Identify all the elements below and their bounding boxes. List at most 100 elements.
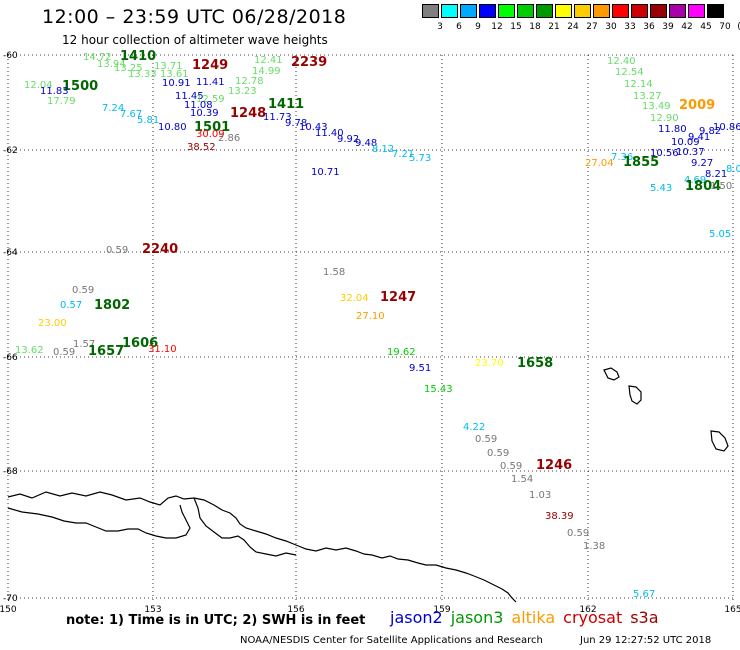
legend-swatch [669,4,686,18]
wave-height-label: 12.40 [607,56,636,67]
legend-swatch [612,4,629,18]
coastline [7,367,729,603]
wave-height-label: 11.73 [263,112,292,123]
wave-height-label: 1.50 [710,181,732,192]
legend-label: 27 [586,22,598,32]
legend-label: 15 [510,22,522,32]
wave-height-label: 1.54 [511,474,533,485]
legend-label: 45 [700,22,712,32]
wave-height-label: 1.03 [529,490,551,501]
wave-height-label: 23.70 [475,358,504,369]
wave-height-label: 4.69 [684,175,706,186]
legend-label: 33 [624,22,636,32]
wave-height-label: 7.21 [392,149,414,160]
wave-height-label: 10.56 [650,148,679,159]
wave-height-label: 2.86 [218,133,240,144]
observation-time-label: 1411 [268,97,304,112]
wave-height-label: 13.71 [154,61,183,72]
wave-height-label: 10.91 [162,78,191,89]
wave-height-label: 15.43 [424,384,453,395]
wave-height-label: 0.59 [500,461,522,472]
wave-height-label: 11.41 [196,77,225,88]
wave-height-label: 14.72 [83,52,112,63]
wave-height-label: 5.81 [137,115,159,126]
lat-label: -68 [3,467,18,477]
wave-height-label: 10.43 [299,122,328,133]
observation-time-label: 2239 [291,55,327,70]
wave-height-label: 11.80 [658,124,687,135]
wave-height-label: 0.59 [53,347,75,358]
legend-label: 24 [567,22,579,32]
wave-height-label: 7.67 [120,109,142,120]
lat-label: -70 [3,594,18,604]
legend-label: 18 [529,22,541,32]
wave-height-label: 8.21 [705,169,727,180]
wave-height-label: 5.43 [650,183,672,194]
satellite-name: cryosat [563,608,623,627]
wave-height-label: 13.94 [97,59,126,70]
observation-time-label: 2240 [142,242,178,257]
observation-time-label: 1249 [192,58,228,73]
wave-height-label: 0.59 [487,448,509,459]
antarctic-coastline [7,491,517,603]
wave-height-label: 5.05 [709,229,731,240]
wave-height-label: 11.40 [315,128,344,139]
wave-height-label: 12.04 [24,80,53,91]
observation-time-label: 1802 [94,298,130,313]
wave-height-label: 9.78 [285,118,307,129]
wave-height-label: 12.78 [235,76,264,87]
wave-height-label: 13.33 [128,69,157,80]
wave-height-label: 11.45 [175,91,204,102]
legend-swatch [593,4,610,18]
observation-time-label: 1606 [122,336,158,351]
legend-swatch [707,4,724,18]
satellite-legend: jason2 jason3 altika cryosat s3a [390,608,667,627]
lat-label: -64 [3,248,18,258]
observation-time-label: 1500 [62,79,98,94]
coastal-inlet [193,497,297,557]
wave-height-label: 9.92 [337,134,359,145]
legend-label: 42 [681,22,693,32]
wave-height-label: 11.83 [40,86,69,97]
wave-height-label: 0.59 [106,245,128,256]
wave-height-label: 32.04 [340,293,369,304]
satellite-name: altika [511,608,556,627]
legend-label: 70 [719,22,731,32]
coastal-peninsula [7,504,191,539]
wave-height-label: 9.41 [688,132,710,143]
wave-height-label: 5.73 [409,153,431,164]
wave-height-label: 0.59 [475,434,497,445]
legend-label: 21 [548,22,560,32]
lon-label: 165 [724,605,740,615]
wave-height-label: 9.27 [691,158,713,169]
legend-swatch [688,4,705,18]
legend-label: 39 [662,22,674,32]
legend-swatch [422,4,439,18]
wave-height-label: 17.79 [47,96,76,107]
wave-height-label: 30.09 [196,129,225,140]
wave-height-label: 4.22 [463,422,485,433]
lon-label: 153 [144,605,161,615]
footer-credit: NOAA/NESDIS Center for Satellite Applica… [240,635,543,646]
observation-time-label: 1657 [88,344,124,359]
wave-height-label: 13.23 [228,86,257,97]
footer-timestamp: Jun 29 12:27:52 UTC 2018 [580,635,712,646]
legend-swatch [498,4,515,18]
wave-height-label: 31.10 [148,344,177,355]
wave-height-label: 19.62 [387,347,416,358]
legend-unit: (ft) [732,22,740,32]
island-1 [603,367,620,381]
lon-label: 150 [0,605,17,615]
wave-height-label: 12.90 [650,113,679,124]
island-3 [710,430,729,452]
wave-height-label: 27.04 [585,158,614,169]
legend-swatch [650,4,667,18]
wave-height-label: 38.52 [187,142,216,153]
observation-time-label: 1246 [536,458,572,473]
wave-height-label: 7.36 [611,152,633,163]
wave-height-label: 0.59 [72,285,94,296]
wave-height-label: 9.51 [409,363,431,374]
